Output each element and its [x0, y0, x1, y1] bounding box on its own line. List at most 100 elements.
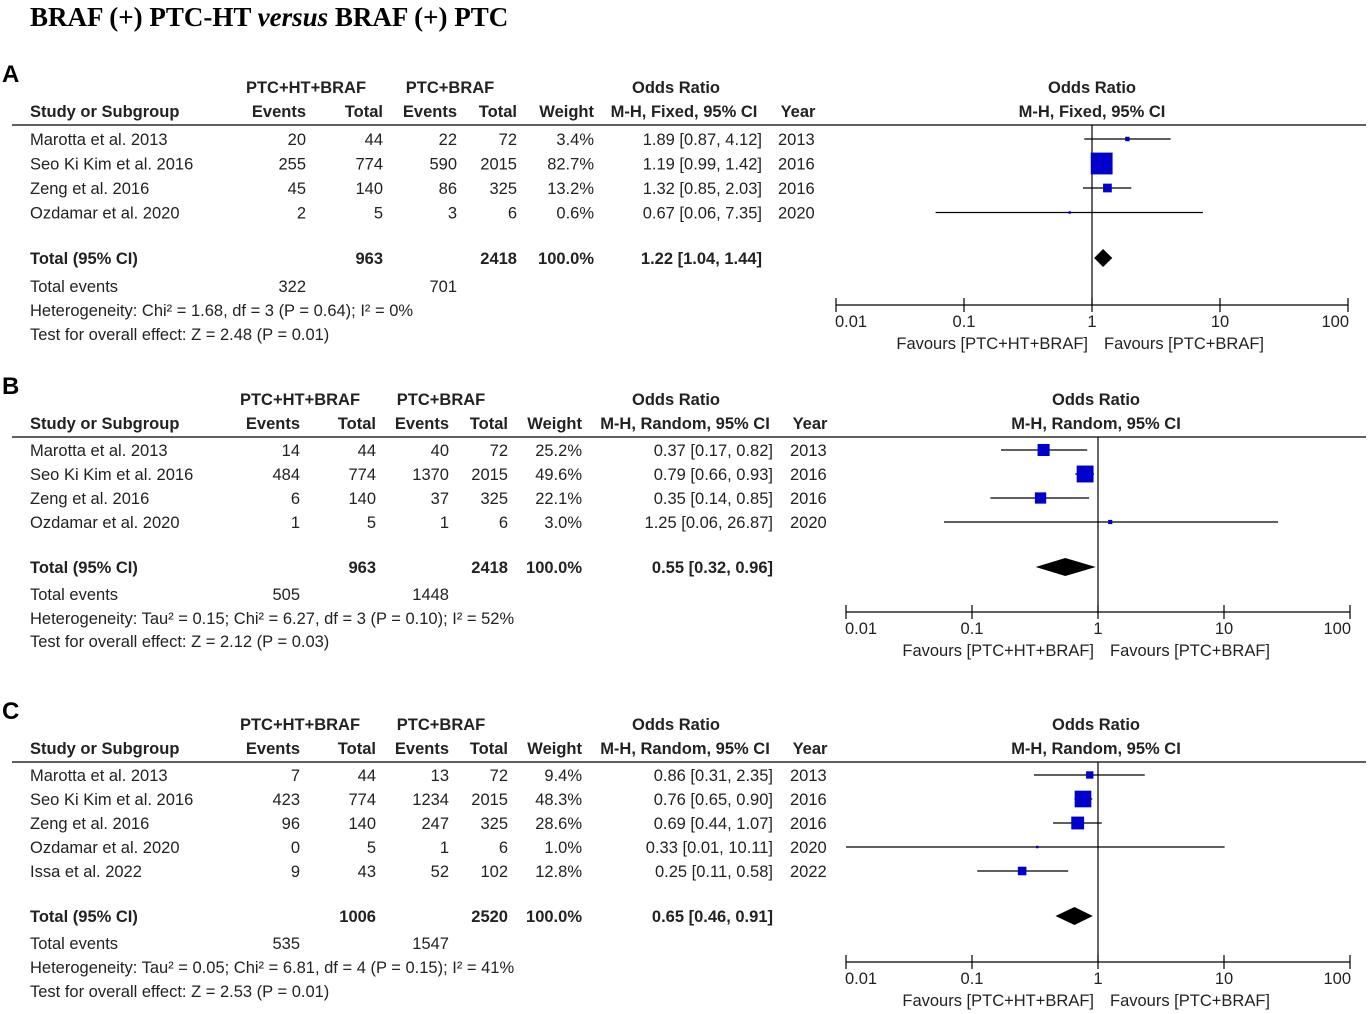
- point-estimate-square: [1074, 790, 1092, 808]
- point-estimate-square: [1034, 492, 1047, 504]
- plot-effect-header: Odds Ratio: [1052, 716, 1140, 734]
- weight: 13.2%: [547, 180, 594, 198]
- favours-left-label: Favours [PTC+HT+BRAF]: [902, 992, 1094, 1010]
- events-group1: 7: [291, 767, 300, 785]
- point-estimate-square: [1086, 771, 1094, 779]
- total-odds-ratio-ci: 0.55 [0.32, 0.96]: [652, 559, 773, 577]
- events-group1: 0: [291, 839, 300, 857]
- study-row: Ozdamar et al. 2020 0 5 1 6 1.0% 0.33 [0.01, 1…: [30, 839, 1225, 857]
- forest-panel-c: C PTC+HT+BRAF PTC+BRAF Odds Ratio Odds Ratio…: [2, 698, 1366, 1010]
- study-name: Marotta et al. 2013: [30, 442, 168, 460]
- study-row: Marotta et al. 2013 14 44 40 72 25.2% 0.37 [0.…: [30, 442, 1088, 460]
- total-row: Total (95% CI) 963 2418 100.0% 0.55 [0.32, 0…: [30, 558, 1096, 577]
- weight: 0.6%: [556, 205, 594, 223]
- plot-method-header: M-H, Random, 95% CI: [1011, 415, 1181, 433]
- column-header: Weight: [539, 103, 594, 121]
- column-header: Total: [345, 103, 383, 121]
- study-row: Seo Ki Kim et al. 2016 423 774 1234 2015 48.3…: [30, 790, 1093, 809]
- total-events-group2: 1547: [412, 935, 449, 953]
- study-row: Zeng et al. 2016 45 140 86 325 13.2% 1.32 [0.8…: [30, 180, 1132, 198]
- study-row: Seo Ki Kim et al. 2016 484 774 1370 2015 49.6…: [30, 465, 1095, 484]
- odds-ratio-ci: 0.37 [0.17, 0.82]: [654, 442, 773, 460]
- total-group1: 5: [367, 839, 376, 857]
- study-row: Ozdamar et al. 2020 1 5 1 6 3.0% 1.25 [0.06, 2…: [30, 514, 1279, 532]
- total-group2: 325: [480, 815, 508, 833]
- effect-header: Odds Ratio: [632, 391, 720, 409]
- panel-label: B: [2, 373, 19, 400]
- study-name: Issa et al. 2022: [30, 863, 142, 881]
- total-n-group2: 2418: [471, 559, 508, 577]
- study-year: 2016: [790, 815, 827, 833]
- column-header: Study or Subgroup: [30, 740, 179, 758]
- column-header: Events: [395, 415, 449, 433]
- total-group2: 6: [499, 839, 508, 857]
- column-header: M-H, Random, 95% CI: [600, 740, 770, 758]
- study-year: 2016: [790, 490, 827, 508]
- events-group2: 590: [429, 156, 457, 174]
- total-group1: 774: [355, 156, 383, 174]
- heterogeneity-stats: Heterogeneity: Chi² = 1.68, df = 3 (P = …: [30, 302, 413, 320]
- total-group2: 72: [490, 442, 508, 460]
- axis-tick-label: 10: [1215, 620, 1233, 638]
- column-header: Events: [246, 415, 300, 433]
- total-group2: 325: [489, 180, 517, 198]
- column-header: Study or Subgroup: [30, 415, 179, 433]
- axis-tick-label: 100: [1323, 620, 1351, 638]
- events-group2: 1: [440, 514, 449, 532]
- total-events-group2: 701: [429, 278, 457, 296]
- figure-title-part-2: versus: [258, 2, 329, 32]
- study-row: Zeng et al. 2016 96 140 247 325 28.6% 0.69 [0.…: [30, 815, 1102, 833]
- total-group1: 44: [358, 442, 376, 460]
- axis-tick-label: 10: [1211, 313, 1229, 331]
- group1-header: PTC+HT+BRAF: [240, 391, 360, 409]
- column-header: Weight: [527, 415, 582, 433]
- total-weight: 100.0%: [526, 559, 582, 577]
- group2-header: PTC+BRAF: [397, 391, 485, 409]
- study-name: Zeng et al. 2016: [30, 490, 149, 508]
- total-group1: 774: [348, 791, 376, 809]
- plot-effect-header: Odds Ratio: [1048, 79, 1136, 97]
- total-group1: 44: [358, 767, 376, 785]
- study-year: 2020: [790, 839, 827, 857]
- favours-right-label: Favours [PTC+BRAF]: [1104, 335, 1264, 353]
- events-group2: 40: [431, 442, 449, 460]
- total-row: Total (95% CI) 1006 2520 100.0% 0.65 [0.46, …: [30, 907, 1093, 926]
- total-events-row: Total events 505 1448: [30, 586, 449, 604]
- total-group1: 5: [367, 514, 376, 532]
- weight: 48.3%: [535, 791, 582, 809]
- total-group1: 5: [374, 205, 383, 223]
- study-year: 2016: [778, 156, 815, 174]
- total-group1: 140: [355, 180, 383, 198]
- odds-ratio-ci: 1.32 [0.85, 2.03]: [643, 180, 762, 198]
- total-events-row: Total events 322 701: [30, 278, 457, 296]
- axis-tick-label: 0.01: [835, 313, 867, 331]
- weight: 12.8%: [535, 863, 582, 881]
- events-group1: 20: [288, 131, 306, 149]
- total-group2: 325: [480, 490, 508, 508]
- study-name: Marotta et al. 2013: [30, 767, 168, 785]
- study-row: Marotta et al. 2013 20 44 22 72 3.4% 1.89 [0.8…: [30, 131, 1171, 149]
- events-group2: 247: [421, 815, 449, 833]
- axis-tick-label: 0.01: [845, 970, 877, 988]
- total-odds-ratio-ci: 0.65 [0.46, 0.91]: [652, 908, 773, 926]
- total-n-group2: 2520: [471, 908, 508, 926]
- study-name: Zeng et al. 2016: [30, 815, 149, 833]
- plot-method-header: M-H, Fixed, 95% CI: [1019, 103, 1166, 121]
- study-name: Seo Ki Kim et al. 2016: [30, 791, 193, 809]
- total-group1: 43: [358, 863, 376, 881]
- study-year: 2013: [790, 767, 827, 785]
- weight: 25.2%: [535, 442, 582, 460]
- odds-ratio-ci: 0.33 [0.01, 10.11]: [646, 839, 773, 857]
- study-row: Zeng et al. 2016 6 140 37 325 22.1% 0.35 [0.14…: [30, 490, 1090, 508]
- events-group2: 1: [440, 839, 449, 857]
- total-group2: 72: [490, 767, 508, 785]
- study-name: Ozdamar et al. 2020: [30, 514, 180, 532]
- study-row: Issa et al. 2022 9 43 52 102 12.8% 0.25 [0.11,…: [30, 863, 1069, 881]
- column-header: Total: [470, 740, 508, 758]
- axis-tick-label: 10: [1215, 970, 1233, 988]
- study-row: Ozdamar et al. 2020 2 5 3 6 0.6% 0.67 [0.06, 7…: [30, 205, 1203, 223]
- weight: 3.4%: [556, 131, 594, 149]
- total-events-label: Total events: [30, 278, 118, 296]
- events-group2: 22: [439, 131, 457, 149]
